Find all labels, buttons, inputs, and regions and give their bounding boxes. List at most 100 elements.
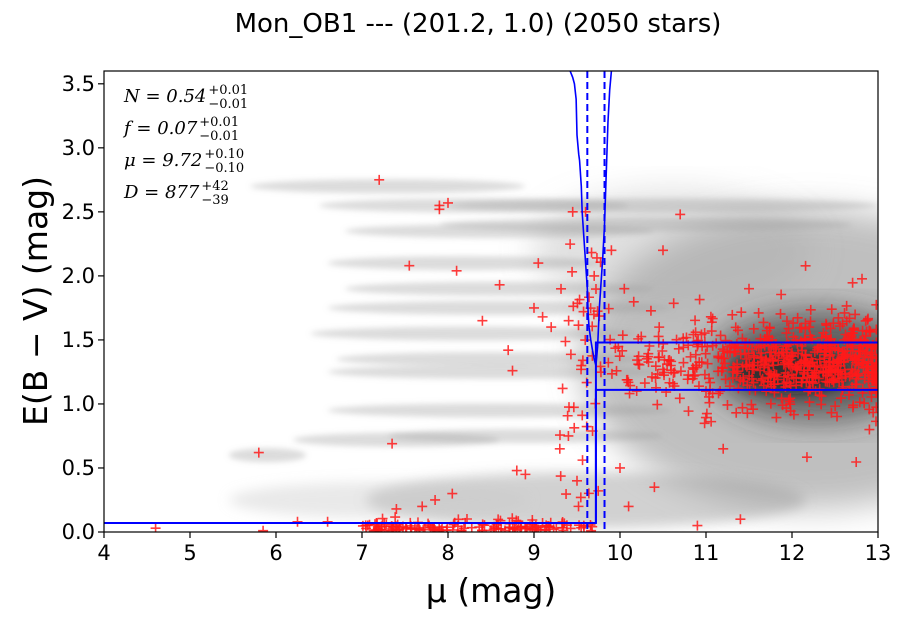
star-marker <box>447 488 458 499</box>
y-tick-label: 3.0 <box>62 136 95 160</box>
star-marker <box>847 367 858 378</box>
star-marker <box>830 373 840 384</box>
star-marker <box>713 352 724 363</box>
annotation-upper: +0.10 <box>204 147 244 162</box>
star-marker <box>847 277 858 288</box>
chart-title: Mon_OB1 --- (201.2, 1.0) (2050 stars) <box>235 9 722 39</box>
fit-annotations: N = 0.54 +0.01−0.01f = 0.07 +0.01−0.01μ = … <box>122 83 248 208</box>
density-streak <box>228 448 307 463</box>
star-marker <box>816 391 827 402</box>
star-marker <box>694 294 705 305</box>
star-marker <box>733 383 744 394</box>
star-marker <box>788 318 799 329</box>
density-streak <box>327 300 672 315</box>
star-marker <box>706 326 717 337</box>
star-marker <box>702 358 713 369</box>
star-marker <box>748 323 759 334</box>
star-marker <box>792 312 803 323</box>
star-marker <box>649 482 660 493</box>
x-tick-label: 5 <box>183 541 196 565</box>
x-tick-label: 13 <box>865 541 892 565</box>
star-marker <box>822 370 833 381</box>
star-marker <box>589 270 600 281</box>
star-marker <box>557 522 568 532</box>
star-marker <box>507 513 518 524</box>
star-marker <box>839 307 850 318</box>
star-marker <box>673 343 684 354</box>
star-marker <box>776 393 787 404</box>
star-marker <box>747 344 758 355</box>
star-marker <box>641 353 652 364</box>
star-marker <box>675 209 686 220</box>
star-marker <box>805 316 816 327</box>
star-marker <box>746 373 757 384</box>
star-marker <box>763 360 774 371</box>
star-marker <box>863 313 874 324</box>
star-marker <box>832 411 843 422</box>
star-marker <box>836 353 847 364</box>
star-marker <box>776 289 787 300</box>
star-marker <box>852 369 863 380</box>
star-marker <box>606 245 617 256</box>
star-marker <box>764 368 775 379</box>
star-marker <box>837 346 848 357</box>
star-marker <box>704 373 715 384</box>
star-marker <box>857 325 868 336</box>
star-marker <box>740 348 751 359</box>
star-marker <box>771 369 782 380</box>
star-marker <box>447 524 458 532</box>
star-marker <box>666 356 677 367</box>
star-marker <box>864 424 875 435</box>
star-marker <box>584 292 595 303</box>
star-marker <box>404 260 415 271</box>
star-marker <box>722 399 733 410</box>
star-marker <box>610 343 621 354</box>
star-marker <box>364 519 375 530</box>
star-marker <box>652 399 663 410</box>
star-marker <box>390 512 401 523</box>
star-marker <box>825 323 836 334</box>
star-marker <box>546 322 557 333</box>
star-marker <box>511 465 522 476</box>
annotation-upper: +0.01 <box>199 115 239 130</box>
x-tick-label: 12 <box>779 541 806 565</box>
star-marker <box>772 374 783 385</box>
star-marker <box>377 513 388 524</box>
y-tick-label: 3.5 <box>62 72 95 96</box>
star-marker <box>661 387 672 398</box>
star-marker <box>771 412 782 423</box>
star-marker <box>706 317 717 328</box>
star-marker <box>862 366 873 377</box>
star-marker <box>614 351 625 362</box>
star-marker <box>617 345 628 356</box>
star-marker <box>650 361 661 372</box>
star-marker <box>775 308 786 319</box>
star-marker <box>826 304 837 315</box>
star-marker <box>448 519 459 530</box>
star-marker <box>675 366 686 377</box>
star-marker <box>777 400 788 411</box>
star-marker <box>561 520 572 531</box>
annotation-2: f = 0.07 +0.01−0.01 <box>122 115 239 144</box>
star-marker <box>824 377 835 388</box>
star-marker <box>387 438 398 449</box>
star-marker <box>699 328 710 339</box>
star-marker <box>732 359 743 370</box>
star-marker <box>674 393 685 404</box>
star-marker <box>783 323 794 334</box>
star-marker <box>381 519 392 530</box>
star-marker <box>833 354 844 365</box>
star-marker <box>567 206 578 217</box>
annotation-upper: +42 <box>201 179 228 194</box>
star-marker <box>253 447 264 458</box>
star-marker <box>746 399 757 410</box>
star-marker <box>800 350 811 361</box>
star-marker <box>800 260 811 271</box>
star-marker <box>574 294 585 305</box>
star-marker <box>322 516 333 527</box>
star-marker <box>764 323 775 334</box>
star-marker <box>807 376 818 387</box>
star-marker <box>411 524 422 532</box>
star-marker <box>826 407 837 418</box>
star-marker <box>718 443 729 454</box>
